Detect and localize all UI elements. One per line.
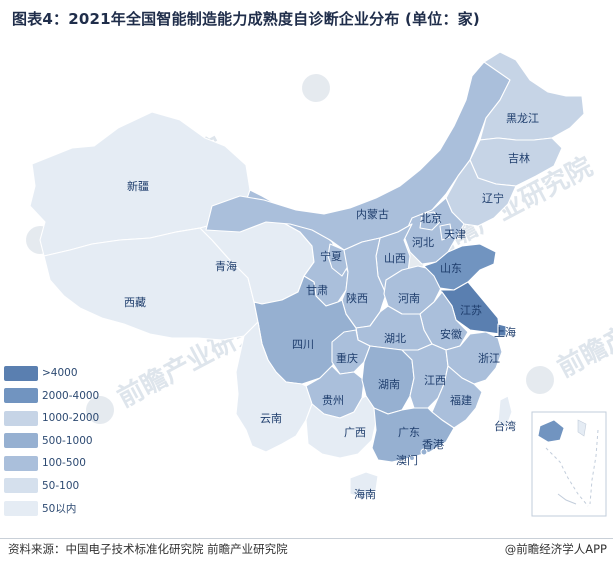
legend-item: 50-100: [4, 475, 134, 498]
source-note: 资料来源：中国电子技术标准化研究院 前瞻产业研究院: [8, 542, 288, 556]
legend-swatch: [4, 410, 38, 426]
legend-label: 1000-2000: [42, 412, 100, 425]
label-ningxia: 宁夏: [320, 249, 342, 263]
province-beijing: [419, 211, 441, 231]
label-hebei: 河北: [412, 236, 434, 249]
label-heilongjiang: 黑龙江: [506, 112, 539, 125]
label-xinjiang: 新疆: [127, 179, 149, 193]
legend-label: 500-1000: [42, 434, 93, 447]
label-liaoning: 辽宁: [482, 191, 504, 205]
legend-swatch: [4, 433, 38, 449]
province-hainan: [349, 471, 379, 499]
label-anhui: 安徽: [440, 327, 462, 341]
label-aomen: 澳门: [396, 453, 418, 467]
province-heilongjiang: [479, 51, 585, 141]
china-map: 前瞻产业研究院 前瞻产业研究院 前瞻产业研究院 前瞻产业研究院: [0, 36, 613, 534]
watermark-text-4: 前瞻产业研究院: [552, 271, 613, 384]
label-zhejiang: 浙江: [478, 352, 500, 365]
label-jiangsu: 江苏: [460, 304, 482, 317]
label-jiangxi: 江西: [424, 374, 446, 387]
label-neimenggu: 内蒙古: [356, 207, 389, 221]
legend-label: 100-500: [42, 457, 86, 470]
credit-note: @前瞻经济学人APP: [504, 542, 607, 556]
label-yunnan: 云南: [260, 412, 282, 425]
legend-label: 50-100: [42, 479, 80, 492]
watermark-logo-icon: [86, 396, 114, 424]
map-svg: 前瞻产业研究院 前瞻产业研究院 前瞻产业研究院 前瞻产业研究院: [26, 51, 613, 517]
legend-item: >4000: [4, 362, 134, 385]
province-shanghai: [497, 323, 507, 337]
label-beijing: 北京: [420, 211, 442, 225]
province-shandong: [423, 243, 497, 291]
watermark-logo-icon: [302, 74, 330, 102]
map-legend: >4000 2000-4000 1000-2000 500-1000 100-5…: [4, 362, 134, 520]
footer-divider: [0, 538, 613, 539]
label-hubei: 湖北: [384, 332, 406, 345]
label-fujian: 福建: [450, 393, 472, 407]
province-labels: 新疆 西藏 青海 甘肃 内蒙古 黑龙江 吉林 辽宁 北京 天津 河北 山西 宁夏…: [124, 112, 539, 501]
legend-swatch: [4, 500, 38, 516]
legend-item: 50以内: [4, 497, 134, 520]
legend-item: 2000-4000: [4, 385, 134, 408]
label-shanghai: 上海: [494, 325, 516, 339]
province-taiwan: [497, 395, 513, 429]
legend-label: 2000-4000: [42, 389, 100, 402]
legend-label: >4000: [42, 367, 78, 380]
label-sichuan: 四川: [292, 338, 314, 351]
label-guangdong: 广东: [398, 426, 420, 439]
label-guizhou: 贵州: [322, 394, 344, 407]
label-shaanxi: 陕西: [346, 291, 368, 305]
label-jilin: 吉林: [508, 151, 530, 165]
label-xizang: 西藏: [124, 296, 146, 309]
label-hunan: 湖南: [378, 378, 400, 391]
legend-label: 50以内: [42, 502, 77, 515]
legend-swatch: [4, 365, 38, 381]
label-gansu: 甘肃: [306, 284, 328, 297]
chart-title: 图表4：2021年全国智能制造能力成熟度自诊断企业分布 (单位：家): [12, 10, 480, 28]
legend-swatch: [4, 455, 38, 471]
label-hainan: 海南: [354, 487, 376, 501]
label-shanxi: 山西: [384, 252, 406, 265]
province-hebei: [403, 197, 465, 265]
label-taiwan: 台湾: [494, 419, 516, 433]
legend-item: 1000-2000: [4, 407, 134, 430]
label-tianjin: 天津: [444, 228, 466, 241]
label-qinghai: 青海: [215, 259, 237, 273]
legend-swatch: [4, 478, 38, 494]
south-china-sea-inset: [531, 411, 607, 517]
province-xianggang: [420, 448, 428, 456]
label-henan: 河南: [398, 292, 420, 305]
watermark-logo-icon: [526, 366, 554, 394]
label-guangxi: 广西: [344, 426, 366, 439]
legend-swatch: [4, 388, 38, 404]
province-tianjin: [439, 223, 453, 241]
legend-item: 500-1000: [4, 430, 134, 453]
label-xianggang: 香港: [422, 438, 444, 451]
label-shandong: 山东: [440, 262, 462, 275]
province-guangdong: [371, 407, 455, 463]
legend-item: 100-500: [4, 452, 134, 475]
label-chongqing: 重庆: [336, 351, 358, 365]
province-yunnan: [235, 321, 313, 453]
province-aomen: [408, 454, 416, 462]
